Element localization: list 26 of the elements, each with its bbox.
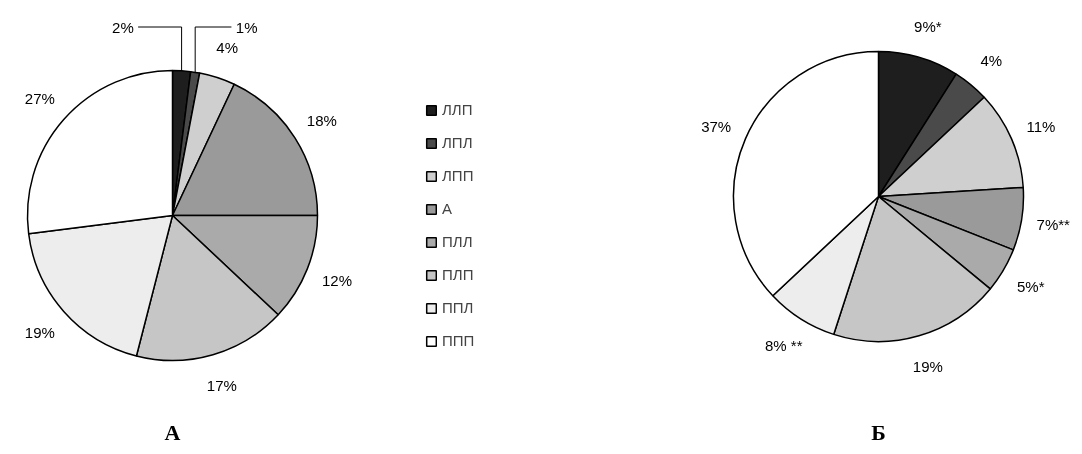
- text: А: [164, 420, 181, 445]
- data-label: 19%: [24, 323, 55, 341]
- data-label: 4%: [216, 38, 239, 56]
- data-label: 27%: [24, 90, 55, 108]
- legend-label: ПЛЛ: [442, 233, 473, 250]
- data-label: 1%: [235, 18, 258, 36]
- data-label: 5%*: [1017, 278, 1045, 296]
- legend-label: ППП: [442, 332, 475, 349]
- data-label: 11%: [1026, 117, 1056, 135]
- legend-label: А: [442, 200, 453, 217]
- legend-label: ЛПЛ: [442, 134, 473, 151]
- legend-label: ППЛ: [442, 299, 474, 316]
- legend-label: ЛПП: [442, 167, 474, 184]
- data-label: 18%: [306, 112, 337, 130]
- data-label: 8% **: [764, 337, 803, 355]
- data-label: 19%: [912, 357, 943, 375]
- legend-label: ЛЛП: [442, 101, 473, 118]
- data-label: 7%**: [1036, 215, 1071, 233]
- legend-label: ПЛП: [442, 266, 474, 283]
- data-label: 9%*: [914, 18, 942, 36]
- text: Б: [871, 420, 886, 445]
- data-label: 17%: [206, 376, 237, 394]
- data-label: 37%: [701, 117, 732, 135]
- data-label: 12%: [321, 272, 352, 290]
- data-label: 2%: [112, 18, 134, 36]
- data-label: 4%: [980, 51, 1003, 69]
